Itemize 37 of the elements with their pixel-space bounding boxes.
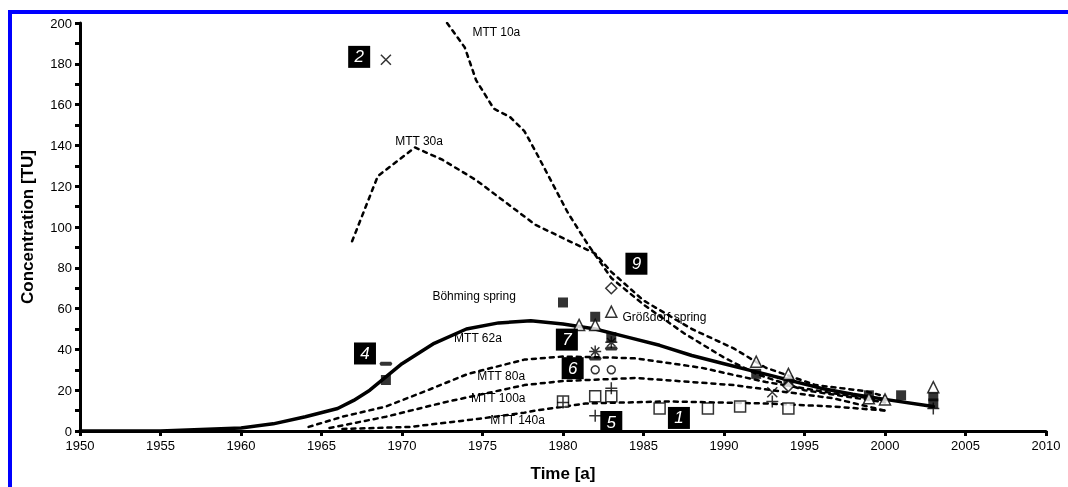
annotation: 6 — [567, 358, 578, 378]
x-tick-label: 1965 — [307, 438, 336, 453]
annotation: 7 — [562, 330, 573, 350]
x-axis-title: Time [a] — [530, 464, 596, 483]
y-tick-label: 200 — [50, 15, 72, 31]
x-tick-label: 2005 — [951, 438, 980, 453]
annotation: 5 — [606, 412, 617, 432]
annotation: 9 — [631, 254, 642, 274]
y-tick-label: 80 — [57, 260, 72, 276]
y-tick-label: 40 — [57, 341, 72, 357]
x-tick-label: 2010 — [1031, 438, 1061, 453]
x-tick-label: 1990 — [709, 438, 739, 453]
x-tick-label: 1995 — [790, 438, 819, 453]
y-tick-label: 140 — [50, 137, 72, 153]
x-tick-label: 1980 — [548, 438, 578, 453]
x-tick-label: 1975 — [468, 438, 497, 453]
x-tick-label: 2000 — [870, 438, 900, 453]
annotation: 4 — [360, 343, 370, 363]
annotation: 2 — [353, 47, 365, 67]
annotation: MTT 30a — [395, 133, 444, 148]
y-axis-title: Concentration [TU] — [18, 150, 37, 304]
annotation: Böhming spring — [432, 288, 516, 303]
x-tick-label: 1950 — [65, 438, 95, 453]
x-tick-label: 1955 — [146, 438, 175, 453]
y-tick-label: 160 — [50, 97, 72, 113]
annotation: MTT 80a — [477, 368, 526, 383]
y-tick-label: 100 — [50, 219, 72, 235]
y-tick-label: 180 — [50, 56, 72, 72]
annotation: 1 — [674, 408, 684, 428]
y-tick-label: 20 — [57, 382, 72, 398]
x-tick-label: 1985 — [629, 438, 658, 453]
annotation: MTT 10a — [472, 24, 521, 39]
y-tick-label: 120 — [50, 178, 72, 194]
y-tick-label: 0 — [64, 423, 72, 439]
x-tick-label: 1970 — [387, 438, 417, 453]
x-tick-label: 1960 — [226, 438, 256, 453]
y-tick-label: 60 — [57, 301, 72, 317]
